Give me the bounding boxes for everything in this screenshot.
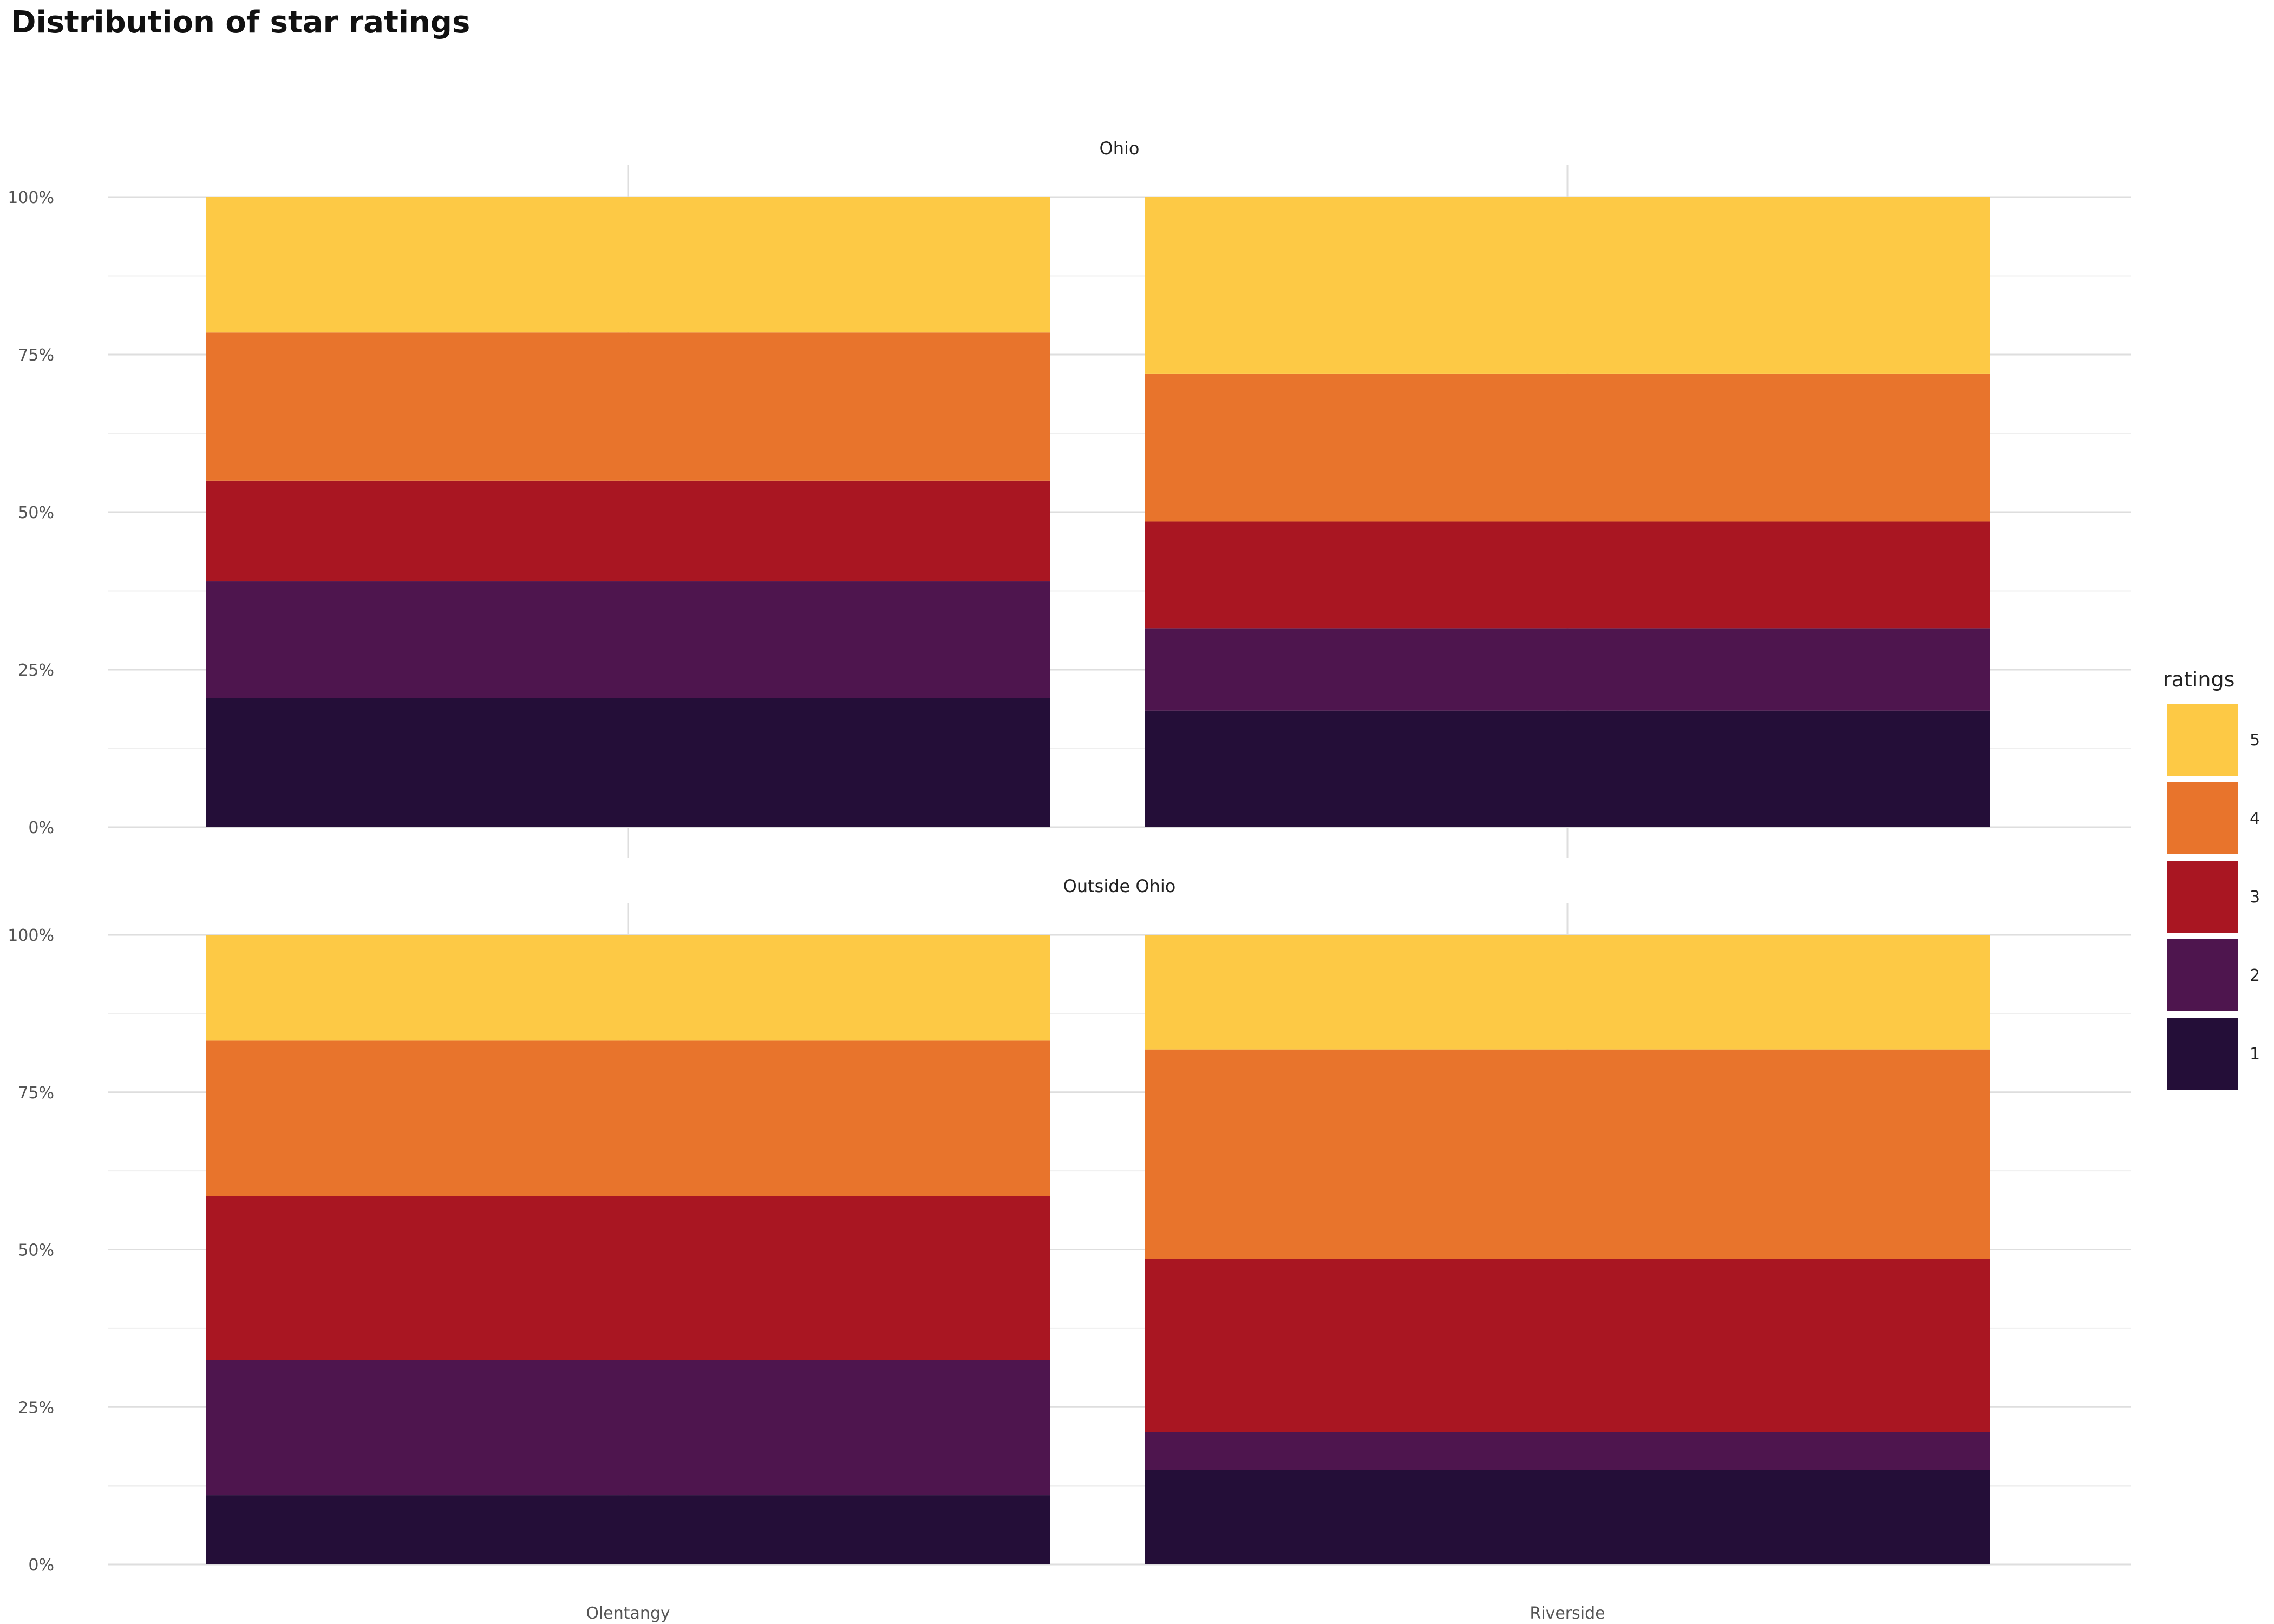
bar-segment-rating-1 <box>1145 710 1990 827</box>
bar-segment-rating-2 <box>1145 1432 1990 1470</box>
legend-label: 1 <box>2250 1045 2260 1064</box>
bar-segment-rating-4 <box>206 332 1050 481</box>
legend-swatch-rating-2 <box>2167 939 2238 1011</box>
bar-segment-rating-3 <box>206 480 1050 582</box>
y-tick-label: 100% <box>8 926 54 945</box>
bar-segment-rating-2 <box>206 581 1050 698</box>
bar-segment-rating-4 <box>1145 1049 1990 1259</box>
y-tick-label: 50% <box>18 1241 54 1260</box>
y-tick-label: 25% <box>18 661 54 680</box>
legend-label: 4 <box>2250 809 2260 828</box>
y-tick-label: 25% <box>18 1398 54 1417</box>
bar-segment-rating-1 <box>206 1495 1050 1564</box>
y-tick-label: 50% <box>18 503 54 522</box>
y-tick-label: 0% <box>28 1556 54 1575</box>
bar-segment-rating-3 <box>206 1196 1050 1360</box>
bar-segment-rating-5 <box>206 197 1050 333</box>
bar-segment-rating-4 <box>1145 373 1990 522</box>
facet-panel: Ohio 0% 25% 50% 75% 100% <box>8 138 2131 858</box>
bar-segment-rating-2 <box>206 1360 1050 1496</box>
y-tick-label: 0% <box>28 818 54 837</box>
bar-segment-rating-5 <box>206 935 1050 1041</box>
chart-title: Distribution of star ratings <box>11 5 470 40</box>
facet-strip-label: Ohio <box>1100 138 1140 159</box>
legend-swatch-rating-5 <box>2167 704 2238 776</box>
legend-swatch-rating-3 <box>2167 861 2238 933</box>
bar-segment-rating-4 <box>206 1040 1050 1196</box>
legend-swatch-rating-1 <box>2167 1018 2238 1090</box>
bar-segment-rating-5 <box>1145 197 1990 374</box>
bar-segment-rating-1 <box>1145 1470 1990 1564</box>
bar-segment-rating-1 <box>206 698 1050 827</box>
bar-segment-rating-5 <box>1145 935 1990 1050</box>
bar-segment-rating-2 <box>1145 628 1990 711</box>
facet-panel: Outside Ohio 0% 25% 50% 75% 100% <box>8 876 2131 1575</box>
y-tick-label: 100% <box>8 188 54 207</box>
legend-title: ratings <box>2163 667 2234 691</box>
y-tick-label: 75% <box>18 1084 54 1103</box>
x-tick-label: Olentangy <box>586 1604 670 1623</box>
y-tick-label: 75% <box>18 346 54 365</box>
bar-segment-rating-3 <box>1145 1259 1990 1432</box>
bar-segment-rating-3 <box>1145 521 1990 629</box>
legend-swatch-rating-4 <box>2167 782 2238 854</box>
legend-label: 3 <box>2250 888 2260 907</box>
facet-strip-label: Outside Ohio <box>1063 876 1176 896</box>
legend-label: 2 <box>2250 966 2260 985</box>
legend: ratings 5 4 3 2 1 <box>2163 667 2260 1090</box>
x-tick-label: Riverside <box>1530 1604 1605 1623</box>
legend-label: 5 <box>2250 731 2260 750</box>
